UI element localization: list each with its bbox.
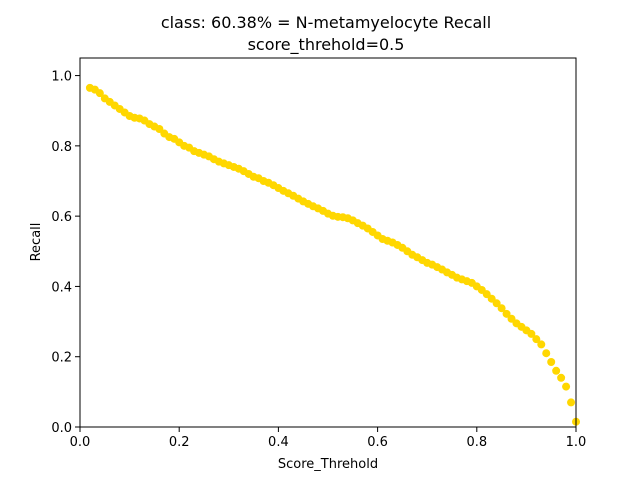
- plot-frame: [79, 57, 577, 428]
- y-tick-label: 1.0: [51, 70, 72, 85]
- x-axis-label: Score_Threhold: [278, 457, 378, 472]
- data-point: [557, 373, 566, 382]
- data-point: [532, 335, 541, 344]
- data-point: [542, 349, 551, 358]
- data-points: [85, 83, 580, 426]
- y-tick-label: 0.0: [51, 421, 72, 436]
- x-tick-label: 0.4: [268, 435, 289, 450]
- x-tick-label: 0.6: [367, 435, 388, 450]
- y-tick-label: 0.6: [51, 210, 72, 225]
- x-tick-label: 0.0: [70, 435, 91, 450]
- y-axis-label: Recall: [29, 223, 44, 262]
- y-tick-label: 0.2: [51, 351, 72, 366]
- y-tick-label: 0.8: [51, 140, 72, 155]
- data-point: [567, 398, 576, 407]
- chart-subtitle: score_threhold=0.5: [248, 35, 405, 55]
- y-axis-ticks: 0.0 0.2 0.4 0.6 0.8 1.0: [51, 70, 80, 436]
- x-tick-label: 1.0: [566, 435, 587, 450]
- data-point: [527, 329, 536, 338]
- data-point: [547, 357, 556, 366]
- x-tick-label: 0.2: [169, 435, 190, 450]
- data-point: [492, 299, 501, 308]
- y-tick-label: 0.4: [51, 280, 72, 295]
- data-point: [562, 382, 571, 391]
- data-point: [95, 89, 104, 98]
- chart-title: class: 60.38% = N-metamyelocyte Recall: [161, 13, 491, 32]
- data-point: [552, 366, 561, 375]
- x-tick-label: 0.8: [466, 435, 487, 450]
- data-point: [497, 304, 506, 313]
- x-axis-ticks: 0.0 0.2 0.4 0.6 0.8 1.0: [70, 427, 587, 450]
- data-point: [537, 340, 546, 349]
- data-point: [502, 309, 511, 318]
